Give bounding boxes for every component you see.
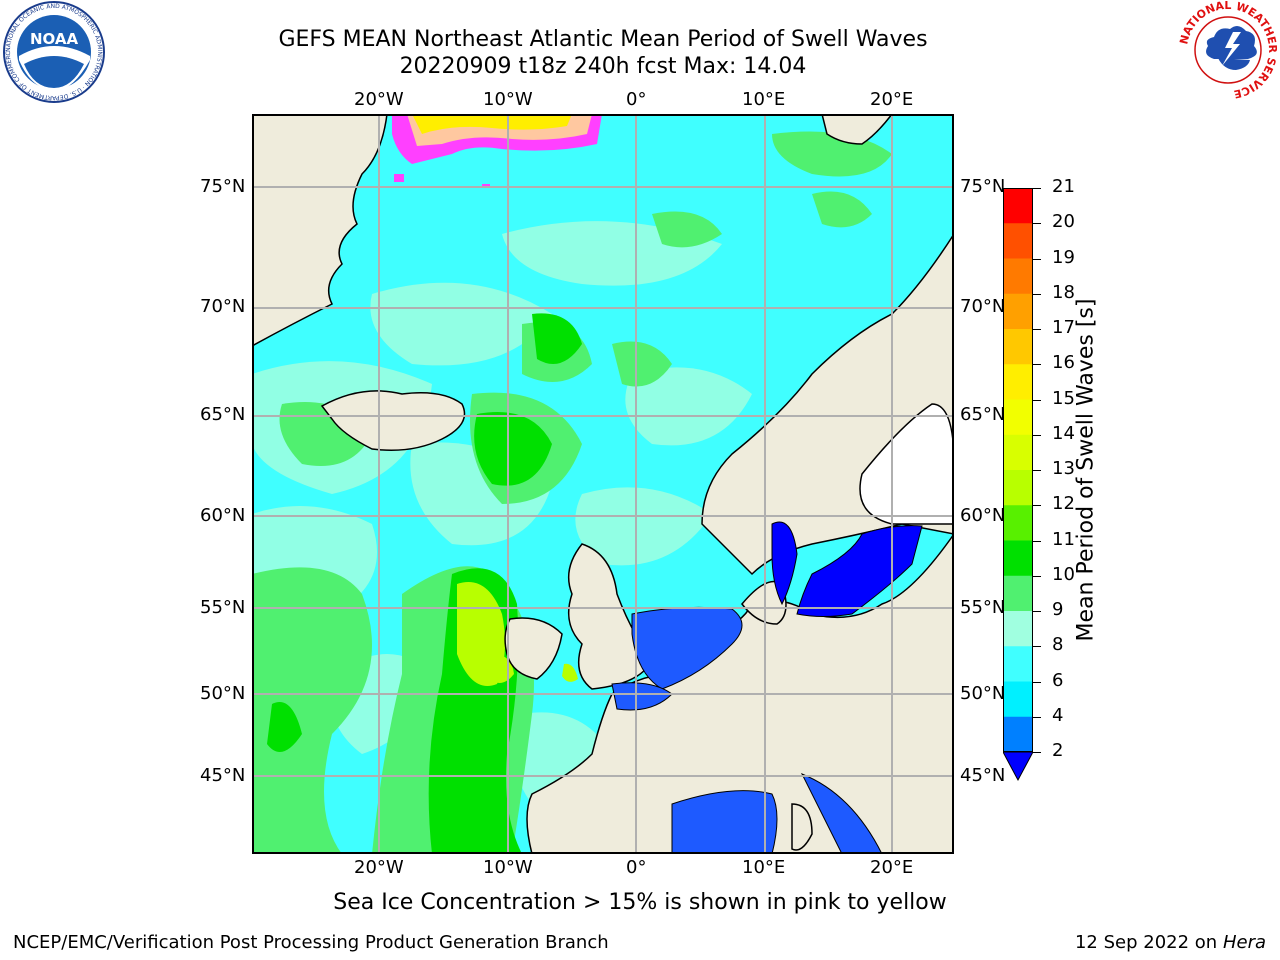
colorbar-band <box>1003 681 1033 718</box>
colorbar-tick-mark <box>1033 470 1041 471</box>
shallow-seas <box>611 606 883 854</box>
nws-logo: NATIONAL WEATHER SERVICE <box>1177 0 1279 101</box>
footer-host: Hera <box>1222 932 1266 953</box>
lon-tick-bottom-10e: 10°E <box>742 857 786 878</box>
lat-tick-left-75n: 75°N <box>200 176 246 197</box>
colorbar-tick-mark <box>1033 505 1041 507</box>
colorbar-band <box>1003 505 1033 541</box>
colorbar-tick-label: 11 <box>1052 528 1075 550</box>
colorbar-tick-label: 17 <box>1052 317 1075 338</box>
lon-tick-top-0: 0° <box>626 89 647 110</box>
noaa-logo: NATIONAL OCEANIC AND ATMOSPHERIC ADMINIS… <box>0 0 106 104</box>
colorbar <box>1003 188 1033 753</box>
lon-tick-top-10w: 10°W <box>483 89 533 110</box>
lat-tick-left-70n: 70°N <box>200 296 246 317</box>
colorbar-band <box>1003 434 1033 471</box>
lat-tick-left-55n: 55°N <box>200 597 246 618</box>
colorbar-tick-mark <box>1033 716 1041 718</box>
colorbar-tick-mark <box>1033 258 1041 260</box>
lon-tick-bottom-20w: 20°W <box>354 857 404 878</box>
colorbar-tick-label: 10 <box>1052 563 1075 585</box>
lon-tick-top-20w: 20°W <box>354 89 404 110</box>
baltic-sea <box>771 521 923 617</box>
colorbar-tick-label: 20 <box>1052 211 1075 233</box>
colorbar-band <box>1003 293 1033 330</box>
sea-ice-note: Sea Ice Concentration > 15% is shown in … <box>333 890 947 915</box>
lat-tick-right-50n: 50°N <box>960 683 1006 704</box>
colorbar-tick-mark <box>1033 646 1041 648</box>
sea-ice <box>392 114 602 188</box>
colorbar-tick-mark <box>1033 575 1041 577</box>
colorbar-tick-mark <box>1033 364 1041 366</box>
colorbar-tick-label: 19 <box>1052 246 1075 268</box>
colorbar-band <box>1003 716 1033 753</box>
colorbar-tick-mark <box>1033 434 1041 436</box>
colorbar-tick-mark <box>1033 540 1041 542</box>
colorbar-tick-label: 13 <box>1052 458 1075 479</box>
lat-tick-left-65n: 65°N <box>200 404 246 425</box>
colorbar-band <box>1003 540 1033 577</box>
colorbar-tick-mark <box>1033 188 1041 189</box>
colorbar-band <box>1003 646 1033 682</box>
lon-tick-bottom-20e: 20°E <box>870 857 914 878</box>
map-title: GEFS MEAN Northeast Atlantic Mean Period… <box>278 27 928 52</box>
lon-tick-bottom-10w: 10°W <box>483 857 533 878</box>
colorbar-tick-label: 21 <box>1052 176 1075 197</box>
footer-date: 12 Sep 2022 on Hera <box>1075 932 1266 953</box>
colorbar-tick-mark <box>1033 611 1041 612</box>
colorbar-tick-mark <box>1033 681 1041 683</box>
colorbar-band <box>1003 329 1033 365</box>
colorbar-tick-label: 15 <box>1052 387 1075 409</box>
svg-text:NOAA: NOAA <box>30 30 79 48</box>
colorbar-tick-label: 16 <box>1052 352 1075 374</box>
lat-tick-left-50n: 50°N <box>200 683 246 704</box>
colorbar-band <box>1003 188 1033 224</box>
colorbar-tick-label: 18 <box>1052 281 1075 303</box>
lon-tick-top-20e: 20°E <box>870 89 914 110</box>
colorbar-tick-label: 6 <box>1052 669 1064 691</box>
lat-tick-right-55n: 55°N <box>960 597 1006 618</box>
graticule <box>252 114 954 854</box>
lat-tick-left-45n: 45°N <box>200 765 246 786</box>
colorbar-band <box>1003 223 1033 259</box>
lat-tick-right-65n: 65°N <box>960 404 1006 425</box>
colorbar-tick-label: 4 <box>1052 704 1064 726</box>
colorbar-tick-mark <box>1033 399 1041 401</box>
colorbar-band <box>1003 575 1033 612</box>
lon-tick-bottom-0: 0° <box>626 857 647 878</box>
colorbar-band <box>1003 364 1033 400</box>
lat-tick-right-60n: 60°N <box>960 505 1006 526</box>
colorbar-band <box>1003 399 1033 436</box>
colorbar-tick-label: 2 <box>1052 740 1064 761</box>
lat-tick-left-60n: 60°N <box>200 505 246 526</box>
lon-tick-top-10e: 10°E <box>742 89 786 110</box>
colorbar-band <box>1003 258 1033 295</box>
colorbar-tick-mark <box>1033 752 1041 753</box>
colorbar-tick-label: 14 <box>1052 422 1075 444</box>
colorbar-tick-label: 8 <box>1052 634 1064 656</box>
swell-period-map <box>252 114 954 854</box>
colorbar-label: Mean Period of Swell Waves [s] <box>1073 298 1099 642</box>
colorbar-tick-label: 9 <box>1052 599 1064 620</box>
colorbar-tick-mark <box>1033 329 1041 330</box>
colorbar-extend-triangle <box>1002 751 1034 786</box>
lat-tick-right-75n: 75°N <box>960 176 1006 197</box>
lat-tick-right-70n: 70°N <box>960 296 1006 317</box>
colorbar-band <box>1003 470 1033 506</box>
colorbar-tick-label: 12 <box>1052 493 1075 515</box>
map-subtitle: 20220909 t18z 240h fcst Max: 14.04 <box>399 54 807 79</box>
colorbar-band <box>1003 611 1033 647</box>
lat-tick-right-45n: 45°N <box>960 765 1006 786</box>
colorbar-tick-mark <box>1033 223 1041 225</box>
footer-date-text: 12 Sep 2022 on <box>1074 932 1218 953</box>
colorbar-tick-mark <box>1033 293 1041 295</box>
footer-branch: NCEP/EMC/Verification Post Processing Pr… <box>13 932 609 953</box>
